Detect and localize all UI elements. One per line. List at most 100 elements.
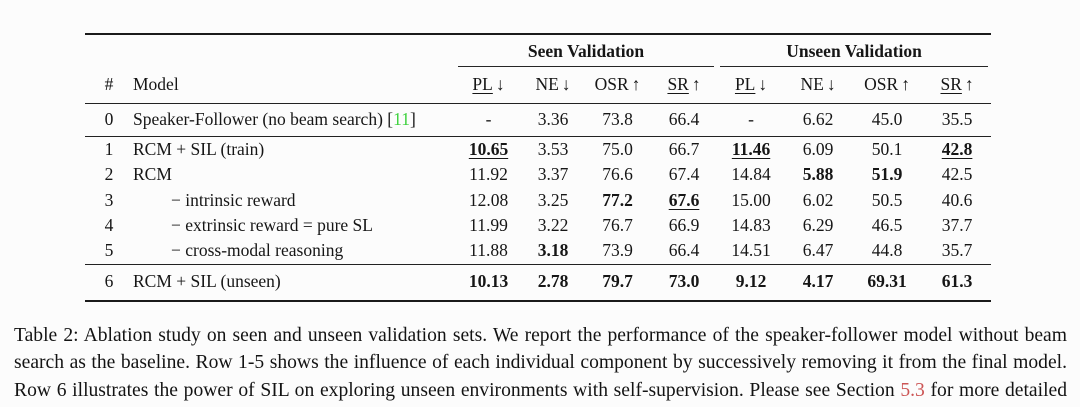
table-cell: 6.47 [785,238,852,265]
table-cell: 76.7 [602,215,633,236]
table-cell: 37.7 [941,215,973,236]
table-cell: 73.8 [584,103,651,138]
table-cell: 50.5 [871,189,903,210]
group-header-seen: Seen Validation [455,34,717,68]
table-cell: 3.25 [537,189,569,210]
model-name: Speaker-Follower (no beam search) [11] [133,103,455,138]
table-cell: 66.7 [668,139,700,160]
row-number: 5 [85,238,133,265]
table-cell: 79.7 [602,270,633,291]
table-row-6: 6 RCM + SIL (unseen) 10.13 2.78 79.7 73.0 9.12… [85,264,991,301]
model-name: RCM + SIL (train) [133,139,265,160]
column-header-row-number: # [85,67,133,104]
table-cell: 6.29 [802,215,834,236]
row-number: 3 [104,189,114,210]
table-cell: 66.9 [668,215,700,236]
column-header-seen-sr: SR ↑ [651,67,718,104]
table-cell: 12.08 [468,189,509,210]
model-name: RCM [133,164,172,185]
table-cell: 61.3 [941,270,973,291]
ablation-table-wrap: Seen Validation Unseen Validation # Model… [85,33,992,303]
table-caption: Table 2: Ablation study on seen and unse… [14,322,1067,407]
arrow-down-icon: ↓ [826,74,836,95]
column-header-unseen-ne: NE ↓ [785,67,852,104]
group-header-unseen-label: Unseen Validation [720,41,989,68]
column-header-unseen-pl: PL ↓ [717,67,786,104]
table-cell: - [455,103,522,138]
column-header-seen-ne: NE ↓ [522,67,584,104]
table-row-0: 0 Speaker-Follower (no beam search) [11] -… [85,103,992,138]
table-cell: 75.0 [602,139,633,160]
table-cell: 11.99 [469,215,508,236]
table-cell: 3.22 [537,215,569,236]
column-header-seen-osr: OSR ↑ [584,67,651,104]
model-name: − cross-modal reasoning [133,238,455,265]
table-cell: 15.00 [731,189,771,210]
table-cell: 42.5 [941,164,973,185]
table-row-3: 3 − intrinsic reward 12.08 3.25 77.2 67.6 15.0… [85,188,991,213]
row-number: 4 [104,215,114,236]
table-cell: 3.36 [522,103,584,138]
row-number: 0 [85,103,133,138]
arrow-down-icon: ↓ [495,74,505,95]
table-cell: 44.8 [851,238,924,265]
table-cell: 45.0 [851,103,924,138]
caption-text: Table 2: Ablation study on seen and unse… [14,325,1067,401]
table-cell: 73.9 [584,238,651,265]
table-cell: 6.02 [802,189,834,210]
model-name: − extrinsic reward = pure SL [171,215,373,236]
arrow-up-icon: ↑ [901,74,910,95]
table-cell: - [717,103,786,138]
table-cell: 40.6 [941,189,973,210]
arrow-down-icon: ↓ [561,74,571,95]
row-number: 1 [104,139,114,160]
table-cell: 35.7 [923,238,992,265]
column-header-row: # Model PL ↓ NE ↓ OSR ↑ SR ↑ PL ↓ NE ↓ OSR ↑ SR ↑ [85,67,992,104]
arrow-up-icon: ↑ [964,74,974,95]
column-header-unseen-sr: SR ↑ [923,67,992,104]
arrow-up-icon: ↑ [631,74,641,95]
table-cell: 6.62 [785,103,852,138]
table-cell: 6.09 [802,139,834,160]
table-cell: 51.9 [871,164,903,185]
table-cell: 50.1 [871,139,903,160]
table-cell: 11.92 [469,164,508,185]
group-header-unseen: Unseen Validation [717,34,991,68]
table-cell: 67.6 [668,189,700,210]
table-cell: 14.51 [717,238,786,265]
table-cell: 73.0 [668,270,700,291]
arrow-down-icon: ↓ [758,74,768,95]
table-cell: 11.46 [731,139,771,160]
table-cell: 66.4 [651,103,718,138]
citation-link[interactable]: 11 [393,109,410,130]
arrow-up-icon: ↑ [691,74,701,95]
table-cell: 5.88 [802,164,834,185]
table-cell: 66.4 [651,238,718,265]
column-header-seen-pl: PL ↓ [455,67,522,104]
table-cell: 10.13 [468,270,509,291]
table-row-5: 5− cross-modal reasoning 11.88 3.18 73.9 66.… [85,238,992,265]
table-cell: 46.5 [871,215,903,236]
model-name: RCM + SIL (unseen) [133,270,281,291]
table-cell: 10.65 [468,139,509,160]
table-cell: 4.17 [802,270,834,291]
section-link[interactable]: 5.3 [900,379,925,401]
model-name: − intrinsic reward [171,189,296,210]
table-cell: 67.4 [668,164,700,185]
table-cell: 3.18 [522,238,584,265]
column-header-model: Model [133,67,455,104]
column-header-unseen-osr: OSR ↑ [851,67,924,104]
row-number: 2 [104,164,114,185]
table-cell: 35.5 [923,103,992,138]
table-cell: 14.84 [731,164,771,185]
table-row-4: 4 − extrinsic reward = pure SL 11.99 3.22 76… [85,213,991,238]
row-number: 6 [104,270,114,291]
table-cell: 2.78 [537,270,569,291]
table-cell: 42.8 [941,139,973,160]
table-row-2: 2 RCM 11.92 3.37 76.6 67.4 14.84 5.88 51.9 42.5 [85,162,991,187]
table-cell: 11.88 [455,238,522,265]
table-row-1: 1 RCM + SIL (train) 10.65 3.53 75.0 66.7 11.46… [85,137,991,163]
table-cell: 76.6 [602,164,633,185]
table-cell: 77.2 [602,189,633,210]
